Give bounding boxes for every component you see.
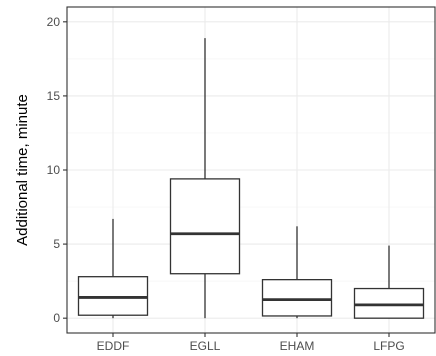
x-tick-label: EGLL xyxy=(190,339,221,353)
y-tick-label: 15 xyxy=(47,89,61,103)
y-tick-label: 0 xyxy=(53,311,60,325)
axes: 0 5 10 15 20 EDDF EGLL EHAM LFPG xyxy=(47,6,436,353)
x-tick-label: EDDF xyxy=(97,339,130,353)
y-tick-label: 20 xyxy=(47,15,61,29)
y-tick-label: 10 xyxy=(47,163,61,177)
box-iqr xyxy=(169,178,241,275)
box-iqr xyxy=(77,276,149,316)
y-tick-label: 5 xyxy=(53,237,60,251)
box-egll xyxy=(169,38,241,319)
box-lfpg xyxy=(353,245,425,319)
box-eham xyxy=(261,226,333,319)
box-iqr xyxy=(353,287,425,319)
y-axis-title: Additional time, minute xyxy=(14,94,31,246)
x-tick-label: LFPG xyxy=(373,339,404,353)
boxes xyxy=(77,38,425,319)
box-eddf xyxy=(77,218,149,319)
x-tick-label: EHAM xyxy=(280,339,315,353)
box-iqr xyxy=(261,279,333,317)
